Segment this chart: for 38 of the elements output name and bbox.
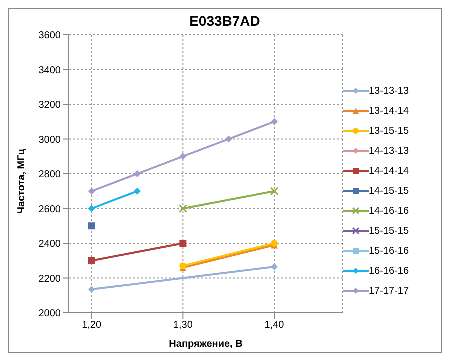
y-tick-label: 2000: [38, 308, 62, 320]
legend-label: 16-16-16: [369, 266, 410, 276]
point: [180, 153, 187, 160]
x-tick-label: 1,20: [82, 320, 102, 332]
y-tick-label: 2800: [38, 170, 62, 181]
y-tick-label: 3000: [38, 134, 62, 146]
legend-label: 13-15-15: [369, 126, 410, 136]
point: [134, 188, 141, 195]
point: [88, 257, 96, 264]
legend-label: 14-14-14: [369, 166, 410, 176]
point: [180, 240, 187, 247]
legend-label: 17-17-17: [369, 286, 410, 296]
y-axis-title: Частота, МГц: [16, 148, 28, 214]
y-tick-label: 3200: [38, 100, 62, 112]
y-tick-label: 2600: [38, 204, 62, 216]
point: [88, 205, 96, 212]
x-tick-label: 1,30: [173, 320, 194, 332]
legend-label: 13-13-13: [369, 86, 410, 96]
legend-label: 15-15-15: [369, 226, 410, 236]
y-tick-label: 3400: [38, 65, 62, 76]
point: [88, 188, 96, 195]
legend-label: 14-16-16: [369, 206, 410, 216]
point: [225, 136, 232, 143]
x-axis-title: Напряжение, В: [169, 339, 243, 350]
y-tick-label: 3600: [38, 30, 62, 42]
chart-title: E033B7AD: [188, 12, 262, 31]
point: [88, 222, 96, 230]
y-tick-label: 2400: [38, 239, 62, 250]
point: [134, 170, 141, 178]
point: [271, 118, 278, 126]
y-tick-label: 2200: [38, 274, 62, 285]
legend-label: 15-16-16: [369, 246, 410, 256]
legend-label: 14-13-13: [369, 146, 410, 156]
point: [271, 263, 278, 270]
legend-label: 14-15-15: [369, 186, 410, 196]
point: [88, 286, 96, 294]
legend-label: 13-14-14: [369, 106, 410, 116]
x-tick-label: 1,40: [264, 320, 285, 332]
